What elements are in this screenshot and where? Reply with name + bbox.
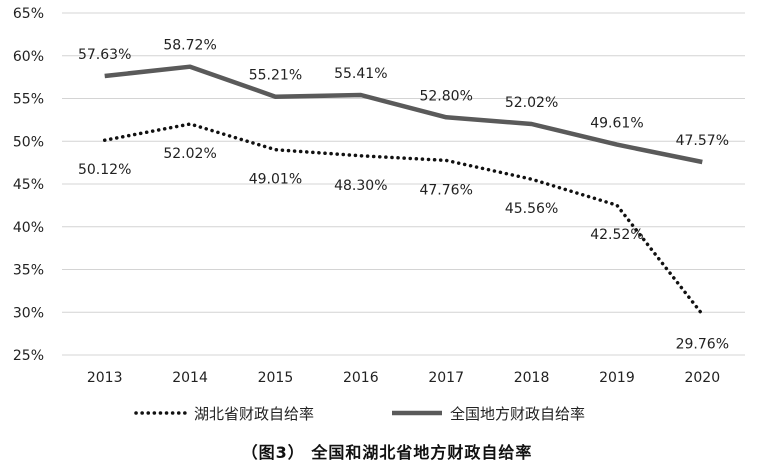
y-tick-label: 50% bbox=[13, 134, 44, 150]
data-label-hubei: 29.76% bbox=[676, 336, 729, 352]
series-line-national bbox=[104, 64, 703, 165]
y-tick-label: 30% bbox=[13, 305, 44, 321]
x-tick-label: 2019 bbox=[599, 370, 635, 386]
chart-caption: （图3） 全国和湖北省地方财政自给率 bbox=[242, 443, 533, 462]
x-tick-label: 2015 bbox=[258, 370, 294, 386]
data-label-national: 52.02% bbox=[505, 95, 558, 111]
legend-label-hubei: 湖北省财政自给率 bbox=[194, 405, 314, 423]
gridlines bbox=[62, 12, 745, 356]
data-label-hubei: 52.02% bbox=[163, 146, 216, 162]
data-label-national: 57.63% bbox=[78, 47, 131, 63]
data-label-hubei: 50.12% bbox=[78, 162, 131, 178]
y-tick-label: 35% bbox=[13, 263, 44, 279]
y-tick-label: 45% bbox=[13, 177, 44, 193]
data-label-hubei: 42.52% bbox=[590, 227, 643, 243]
x-tick-label: 2013 bbox=[87, 370, 123, 386]
data-label-hubei: 49.01% bbox=[249, 172, 302, 188]
data-label-national: 49.61% bbox=[590, 116, 643, 132]
x-tick-label: 2020 bbox=[684, 370, 720, 386]
data-label-national: 55.21% bbox=[249, 68, 302, 84]
x-tick-label: 2017 bbox=[428, 370, 464, 386]
data-label-hubei: 45.56% bbox=[505, 201, 558, 217]
data-label-national: 52.80% bbox=[419, 88, 472, 104]
x-tick-label: 2016 bbox=[343, 370, 379, 386]
data-label-national: 55.41% bbox=[334, 66, 387, 82]
data-label-hubei: 47.76% bbox=[419, 182, 472, 198]
data-labels: 57.63% 58.72% 55.21% 55.41% 52.80% 52.02% 49.6… bbox=[78, 38, 729, 353]
y-tick-label: 60% bbox=[13, 49, 44, 65]
x-tick-label: 2014 bbox=[172, 370, 208, 386]
data-label-national: 58.72% bbox=[163, 38, 216, 54]
data-label-national: 47.57% bbox=[676, 133, 729, 149]
y-tick-label: 65% bbox=[13, 6, 44, 22]
series-line-hubei bbox=[102, 122, 705, 317]
series-lines bbox=[102, 64, 705, 317]
x-tick-label: 2018 bbox=[514, 370, 550, 386]
x-axis-tick-labels: 2013 2014 2015 2016 2017 2018 2019 2020 bbox=[87, 370, 720, 386]
y-tick-label: 55% bbox=[13, 92, 44, 108]
legend: 湖北省财政自给率 全国地方财政自给率 bbox=[134, 405, 585, 423]
y-tick-label: 25% bbox=[13, 348, 44, 364]
y-tick-label: 40% bbox=[13, 220, 44, 236]
legend-label-national: 全国地方财政自给率 bbox=[450, 405, 585, 423]
data-label-hubei: 48.30% bbox=[334, 178, 387, 194]
y-axis-tick-labels: 25% 30% 35% 40% 45% 50% 55% 60% 65% bbox=[13, 6, 44, 364]
